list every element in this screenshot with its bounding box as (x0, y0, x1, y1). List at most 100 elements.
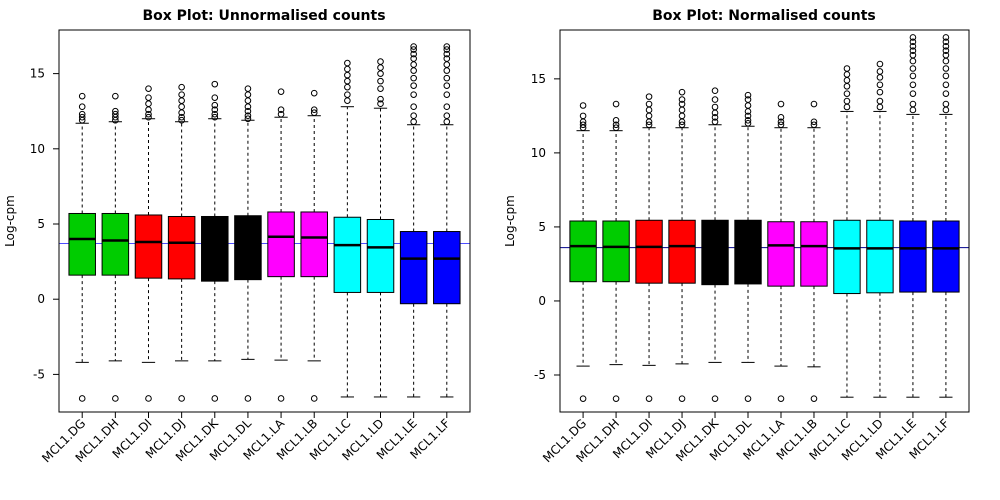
outlier-point (310, 109, 318, 117)
outlier-point (145, 110, 152, 118)
box-MCL1.DI (134, 85, 163, 402)
outlier-point (443, 61, 451, 68)
outlier-point (909, 106, 917, 114)
outlier-point (744, 117, 752, 124)
box-iqr (333, 216, 362, 293)
box-iqr (433, 231, 461, 305)
outlier-point (744, 96, 752, 103)
outlier-point (178, 97, 185, 104)
box-MCL1.DI (635, 93, 663, 402)
outlier-point (211, 94, 219, 101)
box-iqr (701, 219, 729, 286)
outlier-point (277, 110, 285, 118)
box-MCL1.LA (767, 100, 795, 402)
outlier-point (942, 81, 950, 89)
outlier-point (112, 110, 119, 118)
box-MCL1.LE (399, 43, 428, 398)
chart-title: Box Plot: Unnormalised counts (142, 8, 385, 24)
chart-panel-normalised: Box Plot: Normalised counts Log-cpm -5 0 5 10… (503, 8, 970, 465)
outlier-point (178, 116, 185, 124)
outlier-point (145, 85, 152, 92)
outlier-point (344, 71, 351, 79)
y-axis-label: Log-cpm (3, 195, 17, 247)
outlier-point (377, 64, 384, 71)
y-axis-label: Log-cpm (503, 195, 517, 247)
outlier-point (244, 85, 252, 92)
outlier-point (579, 121, 587, 129)
box-iqr (767, 221, 795, 287)
outlier-point (443, 43, 451, 50)
box-MCL1.LA (267, 88, 295, 402)
outlier-point (612, 117, 620, 124)
box-MCL1.LF (932, 34, 960, 398)
outlier-point (377, 77, 384, 85)
box-MCL1.DL (734, 91, 762, 402)
box-MCL1.LB (800, 100, 828, 402)
outlier-point (711, 87, 719, 95)
outlier-point (211, 395, 219, 402)
outlier-point (443, 118, 451, 126)
outlier-point (645, 395, 653, 402)
outlier-point (645, 100, 653, 108)
outlier-point (909, 100, 917, 108)
box-MCL1.DH (602, 100, 630, 402)
outlier-point (777, 118, 785, 126)
chart-title: Box Plot: Normalised counts (652, 8, 876, 24)
outlier-point (410, 91, 417, 98)
outlier-point (244, 112, 252, 120)
outlier-point (410, 50, 417, 58)
outlier-point (744, 395, 752, 402)
y-tick-label: 15 (30, 67, 45, 81)
outlier-point (711, 395, 719, 402)
outlier-point (942, 47, 950, 55)
box-MCL1.LD (366, 58, 395, 398)
outlier-point (344, 97, 351, 104)
outlier-point (909, 51, 917, 59)
outlier-point (244, 395, 252, 402)
outlier-point (443, 55, 451, 62)
outlier-point (777, 395, 785, 402)
outlier-point (310, 106, 318, 114)
outlier-point (909, 47, 917, 55)
outlier-point (211, 106, 219, 114)
outlier-point (645, 93, 653, 100)
outlier-point (645, 121, 653, 129)
box-iqr (899, 220, 927, 293)
outlier-point (909, 34, 917, 41)
outlier-point (876, 97, 884, 105)
outlier-point (876, 74, 884, 81)
outlier-point (678, 121, 686, 129)
outlier-point (112, 92, 119, 100)
outlier-point (443, 74, 451, 82)
outlier-point (777, 114, 785, 121)
outlier-point (909, 42, 917, 50)
outlier-point (843, 77, 851, 84)
outlier-point (843, 65, 851, 72)
outlier-point (410, 112, 417, 120)
outlier-point (777, 121, 785, 129)
outlier-point (711, 96, 719, 103)
outlier-point (744, 112, 752, 120)
outlier-point (942, 34, 950, 41)
outlier-point (211, 110, 219, 118)
outlier-point (876, 88, 884, 96)
outlier-point (244, 115, 252, 123)
outlier-point (410, 82, 417, 89)
y-tick-label: 15 (531, 72, 546, 86)
outlier-point (410, 103, 417, 111)
y-tick-label: 5 (37, 217, 45, 231)
y-tick-label: -5 (534, 368, 546, 382)
plot-frame (58, 29, 471, 413)
outlier-point (244, 97, 252, 104)
outlier-point (410, 74, 417, 82)
box-MCL1.DL (234, 85, 262, 402)
outlier-point (711, 103, 719, 111)
outlier-point (810, 121, 818, 129)
outlier-point (942, 90, 950, 97)
outlier-point (579, 112, 587, 120)
outlier-point (377, 58, 384, 65)
outlier-point (410, 67, 417, 74)
outlier-point (277, 88, 285, 95)
outlier-point (112, 107, 119, 115)
outlier-point (244, 91, 252, 98)
